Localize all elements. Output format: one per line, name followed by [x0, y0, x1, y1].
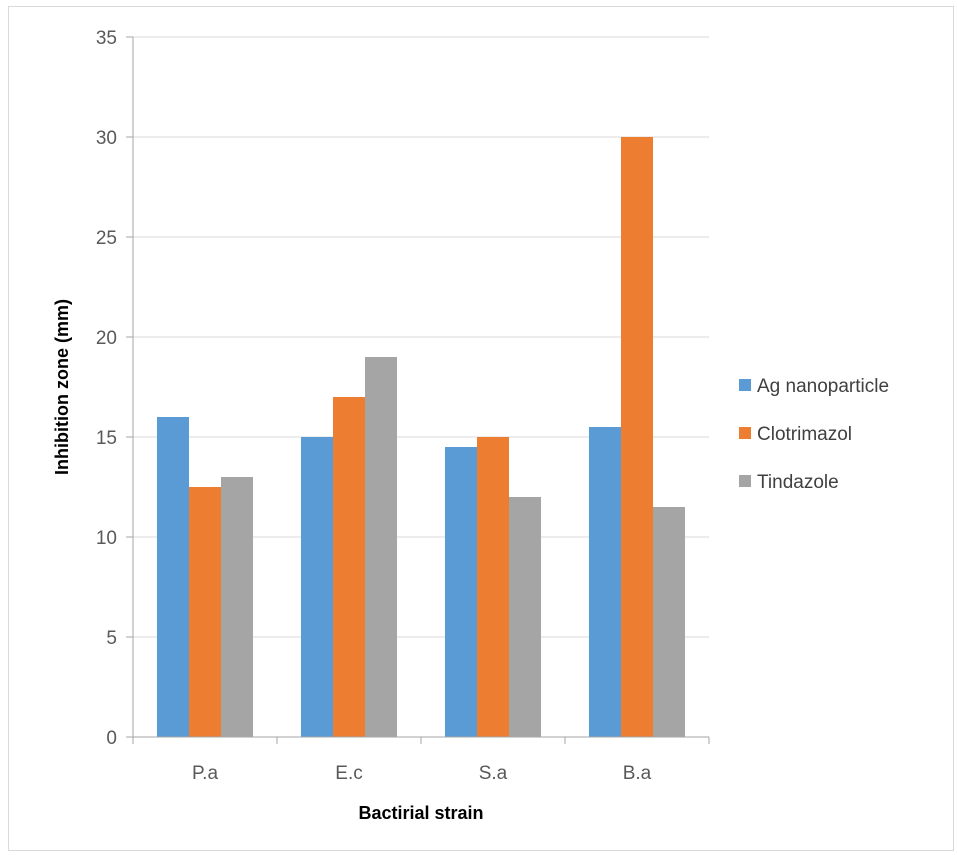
y-tick-label: 30 — [96, 128, 117, 149]
y-tick-labels: 0 5 10 15 20 25 30 35 — [96, 28, 117, 749]
y-tick-label: 35 — [96, 28, 117, 49]
bar-tindazole-sa — [509, 497, 541, 737]
legend-swatch — [739, 379, 751, 391]
x-tick-label: S.a — [479, 763, 508, 784]
bar-ag-nanoparticle-ba — [589, 427, 621, 737]
y-tick-label: 20 — [96, 328, 117, 349]
bar-clotrimazol-pa — [189, 487, 221, 737]
legend-swatch — [739, 427, 751, 439]
bar-clotrimazol-ec — [333, 397, 365, 737]
bars — [157, 137, 685, 737]
y-tick-label: 5 — [106, 628, 117, 649]
bar-tindazole-ba — [653, 507, 685, 737]
x-tick-label: B.a — [623, 763, 652, 784]
legend-label: Tindazole — [757, 472, 839, 493]
y-axis-title: Inhibition zone (mm) — [52, 299, 72, 475]
legend: Ag nanoparticle Clotrimazol Tindazole — [739, 376, 889, 493]
bar-tindazole-pa — [221, 477, 253, 737]
x-tick-label: E.c — [335, 763, 362, 784]
y-tick-label: 10 — [96, 528, 117, 549]
bar-ag-nanoparticle-sa — [445, 447, 477, 737]
legend-label: Clotrimazol — [757, 424, 852, 445]
x-axis-title: Bactirial strain — [358, 803, 483, 823]
bar-clotrimazol-ba — [621, 137, 653, 737]
y-tick-label: 0 — [106, 728, 117, 749]
legend-swatch — [739, 475, 751, 487]
bar-clotrimazol-sa — [477, 437, 509, 737]
bar-tindazole-ec — [365, 357, 397, 737]
legend-label: Ag nanoparticle — [757, 376, 889, 397]
y-tick-label: 25 — [96, 228, 117, 249]
bar-ag-nanoparticle-pa — [157, 417, 189, 737]
x-tick-labels: P.a E.c S.a B.a — [192, 763, 652, 784]
bar-ag-nanoparticle-ec — [301, 437, 333, 737]
y-tick-label: 15 — [96, 428, 117, 449]
x-tick-label: P.a — [192, 763, 219, 784]
axes — [126, 36, 710, 744]
